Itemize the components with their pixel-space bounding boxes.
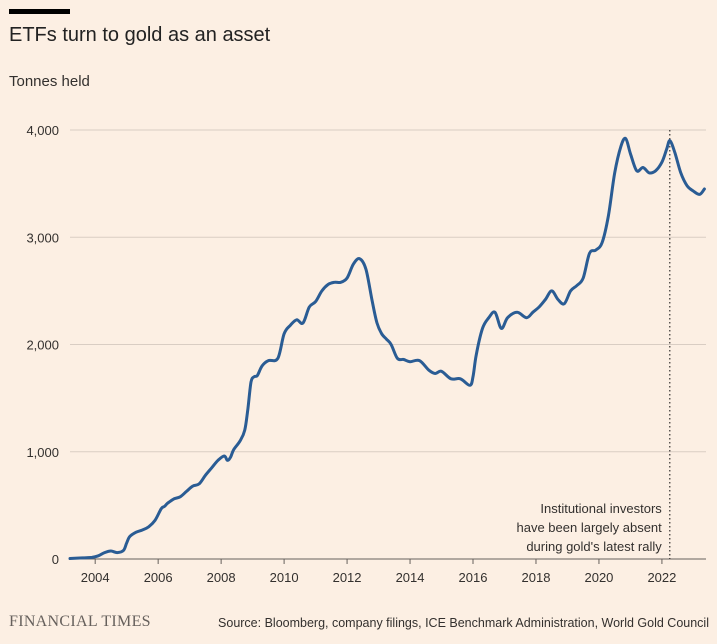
chart-title: ETFs turn to gold as an asset	[9, 24, 271, 46]
x-tick-label: 2006	[144, 570, 173, 585]
x-tick-label: 2014	[396, 570, 425, 585]
y-tick-label: 1,000	[26, 445, 59, 460]
gridlines	[70, 129, 706, 560]
x-tick-label: 2010	[270, 570, 299, 585]
brand-bar	[9, 9, 70, 14]
annotation-text: during gold's latest rally	[526, 539, 662, 554]
ft-logo: FINANCIAL TIMES	[9, 613, 151, 630]
series-group	[68, 136, 706, 560]
x-tick-label: 2016	[459, 570, 488, 585]
annotation-text: have been largely absent	[517, 520, 663, 535]
x-tick-label: 2018	[522, 570, 551, 585]
x-tick-label: 2008	[207, 570, 236, 585]
y-tick-label: 3,000	[26, 230, 59, 245]
y-tick-label: 2,000	[26, 338, 59, 353]
y-tick-labels: 0 1,000 2,000 3,000 4,000	[26, 123, 59, 567]
x-tick-label: 2004	[81, 570, 110, 585]
y-tick-label: 4,000	[26, 123, 59, 138]
annotation-text: Institutional investors	[540, 501, 662, 516]
x-tick-label: 2012	[333, 570, 362, 585]
x-tick-label: 2020	[584, 570, 613, 585]
y-tick-label: 0	[52, 552, 59, 567]
y-axis-label: Tonnes held	[9, 73, 90, 90]
x-tick-labels: 2004 2006 2008 2010 2012 2014 2016 2018 2020 2022	[81, 559, 676, 585]
annotation-group: Institutional investors have been largely…	[517, 501, 663, 554]
source-note: Source: Bloomberg, company filings, ICE …	[218, 616, 709, 630]
series-line	[68, 136, 706, 560]
x-tick-label: 2022	[647, 570, 676, 585]
